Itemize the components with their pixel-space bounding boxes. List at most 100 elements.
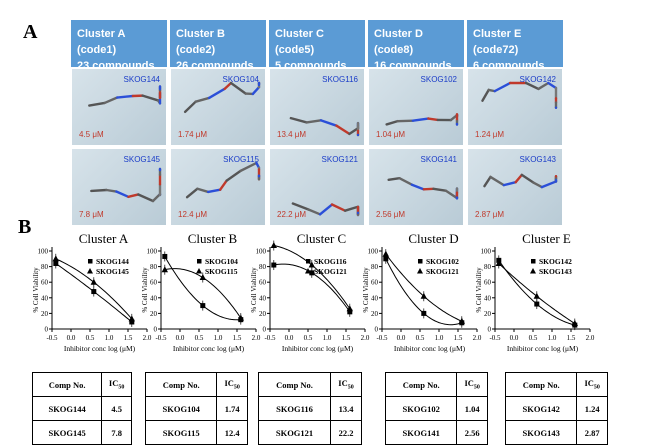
data-point (161, 266, 168, 273)
column-header: Comp No. (257, 372, 332, 397)
table-cell: SKOG144 (31, 396, 103, 421)
y-tick-label: 0 (375, 326, 379, 334)
x-tick-label: 0.0 (510, 334, 519, 342)
table-cell: SKOG141 (384, 420, 458, 445)
data-point (199, 274, 206, 281)
legend-label: SKOG143 (539, 267, 572, 276)
ic50-value: 7.8 μM (79, 210, 104, 219)
x-tick-label: -0.5 (376, 334, 388, 342)
table-cell: 7.8 (101, 420, 132, 445)
molecule-tile: SKOG145 7.8 μM (71, 148, 167, 226)
cluster-header: Cluster E (code72) 6 compounds (467, 20, 563, 72)
y-tick-label: 60 (259, 279, 267, 287)
y-tick-label: 60 (41, 279, 49, 287)
x-tick-label: 1.5 (124, 334, 133, 342)
data-point (346, 305, 353, 312)
table-cell: SKOG102 (384, 396, 458, 421)
cluster-header: Cluster C (code5) 5 compounds (269, 20, 365, 72)
x-tick-label: -0.5 (155, 334, 167, 342)
dose-response-chart: Cluster D 0 20 40 60 80 100 -0.5 0.0 0.5 1.0 1.5 2.0… (362, 226, 487, 366)
column-header: IC50 (101, 372, 132, 397)
legend-label: SKOG144 (96, 257, 129, 266)
x-tick-label: 2.0 (361, 334, 370, 342)
legend-label: SKOG102 (426, 257, 459, 266)
chart-title: Cluster D (408, 231, 458, 246)
table-row: SKOG115 12.4 (144, 420, 248, 445)
molecule-tile: SKOG144 4.5 μM (71, 68, 167, 146)
cluster-title: Cluster E (code72) (473, 28, 522, 56)
data-point (382, 250, 389, 257)
legend-marker (305, 268, 311, 274)
legend-marker (418, 259, 423, 264)
table-cell: SKOG104 (144, 396, 218, 421)
molecule-structure-icon (185, 161, 261, 199)
ic50-table: Comp No. IC50 SKOG116 13.4 SKOG121 22.2 (257, 372, 362, 445)
x-axis-label: Inhibitor conc log (μM) (173, 344, 245, 353)
y-tick-label: 20 (371, 310, 379, 318)
x-tick-label: 0.5 (86, 334, 95, 342)
molecule-tile: SKOG102 1.04 μM (368, 68, 464, 146)
x-tick-label: 0.5 (416, 334, 425, 342)
legend-label: SKOG121 (426, 267, 459, 276)
x-tick-label: 2.0 (473, 334, 482, 342)
table-row: SKOG145 7.8 (31, 420, 132, 445)
table-cell: 4.5 (101, 396, 132, 421)
y-tick-label: 80 (259, 263, 267, 271)
molecule-structure-icon (483, 173, 558, 189)
data-point (271, 262, 277, 268)
molecule-structure-icon (90, 167, 162, 203)
table-header-row: Comp No. IC50 (384, 372, 488, 397)
x-tick-label: -0.5 (489, 334, 501, 342)
cluster-title: Cluster A (code1) (77, 28, 126, 56)
x-tick-label: 0.0 (397, 334, 406, 342)
molecule-tile: SKOG104 1.74 μM (170, 68, 266, 146)
table-cell: 2.56 (456, 420, 488, 445)
chart-svg: Cluster E 0 20 40 60 80 100 -0.5 0.0 0.5 1.0 1.5 2.0… (475, 231, 595, 353)
molecule-structure-icon (183, 81, 261, 114)
x-tick-label: 2.0 (586, 334, 595, 342)
molecule-tile: SKOG115 12.4 μM (170, 148, 266, 226)
ic50-value: 12.4 μM (178, 210, 208, 219)
compound-code: SKOG145 (123, 155, 160, 164)
legend-marker (306, 259, 311, 264)
y-tick-label: 100 (38, 248, 49, 256)
legend-label: SKOG115 (205, 267, 238, 276)
legend-marker (196, 268, 202, 274)
y-tick-label: 0 (263, 326, 267, 334)
y-tick-label: 40 (259, 294, 267, 302)
x-tick-label: 1.0 (548, 334, 557, 342)
table-cell: 1.74 (216, 396, 248, 421)
y-tick-label: 20 (150, 310, 158, 318)
y-axis-label: % Cell Viability (362, 267, 370, 313)
molecule-structure-icon (385, 113, 459, 126)
molecule-tile: SKOG142 1.24 μM (467, 68, 563, 146)
y-tick-label: 40 (41, 294, 49, 302)
ic50-table: Comp No. IC50 SKOG144 4.5 SKOG145 7.8 (31, 372, 132, 445)
compound-code: SKOG104 (222, 75, 259, 84)
ic50-value: 22.2 μM (277, 210, 307, 219)
y-tick-label: 80 (484, 263, 492, 271)
panel-b-label: B (18, 216, 32, 238)
data-point (495, 259, 502, 266)
x-axis-label: Inhibitor conc log (μM) (64, 344, 136, 353)
column-header: IC50 (456, 372, 488, 397)
y-tick-label: 0 (154, 326, 158, 334)
table-row: SKOG116 13.4 (257, 396, 362, 421)
x-tick-label: 0.0 (67, 334, 76, 342)
table-header-row: Comp No. IC50 (257, 372, 362, 397)
x-tick-label: 0.5 (304, 334, 313, 342)
y-tick-label: 20 (259, 310, 267, 318)
table-cell: 12.4 (216, 420, 248, 445)
legend-marker (197, 259, 202, 264)
x-tick-label: 1.0 (214, 334, 223, 342)
molecule-structure-icon (387, 176, 459, 200)
compound-code: SKOG102 (420, 75, 457, 84)
cluster-header: Cluster A (code1) 23 compounds (71, 20, 167, 72)
x-tick-label: 1.5 (233, 334, 242, 342)
column-header: IC50 (216, 372, 248, 397)
x-tick-label: 1.0 (105, 334, 114, 342)
x-axis-label: Inhibitor conc log (μM) (507, 344, 579, 353)
compound-code: SKOG115 (223, 155, 259, 164)
compound-code: SKOG144 (123, 75, 160, 84)
ic50-value: 1.24 μM (475, 130, 505, 139)
